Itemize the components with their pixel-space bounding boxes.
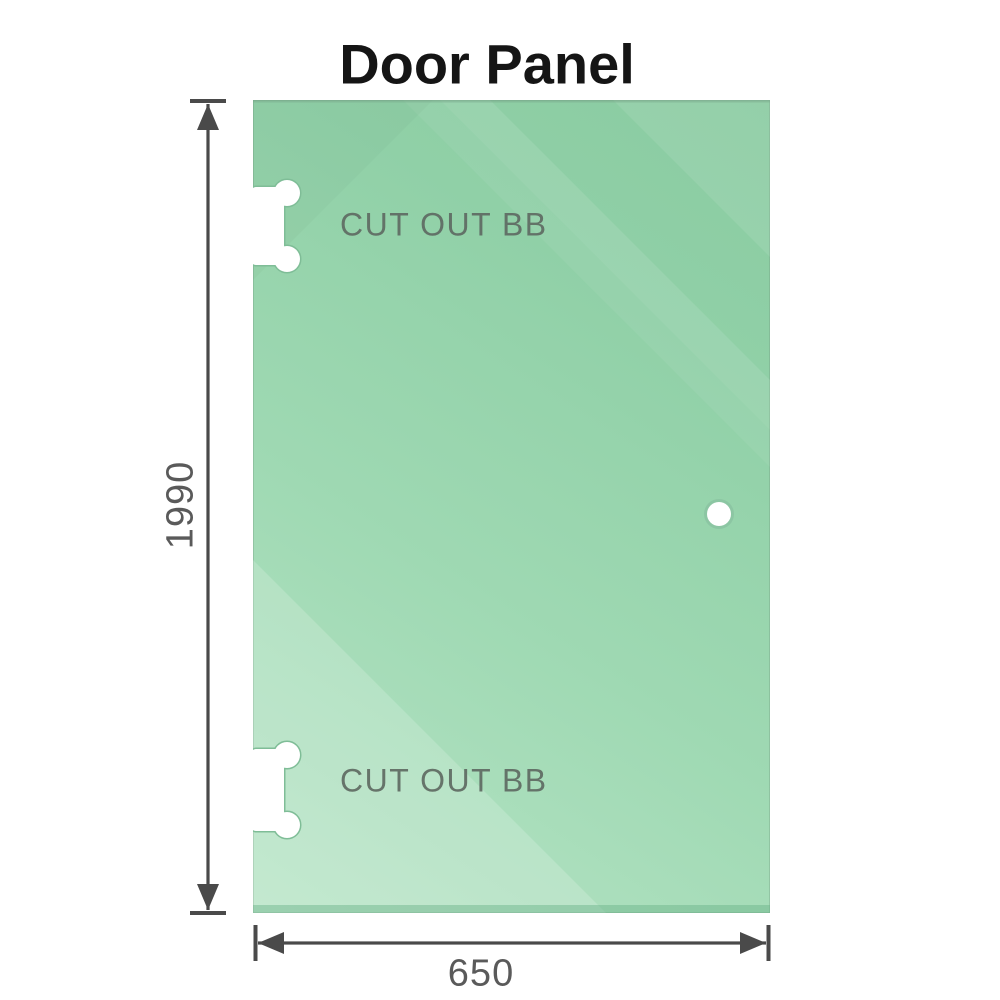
extension-line-bottom [190, 911, 226, 915]
extension-line-left [253, 925, 258, 961]
arrow-down-icon [197, 884, 219, 910]
extension-line-top [190, 99, 226, 103]
width-dimension [253, 925, 771, 961]
cutout-top-label: CUT OUT BB [340, 206, 548, 243]
arrow-left-icon [258, 932, 284, 954]
arrow-up-icon [197, 104, 219, 130]
page-title: Door Panel [339, 32, 635, 96]
glass-surface [253, 100, 770, 913]
height-dimension-label: 1990 [159, 460, 202, 550]
handle-hole [704, 499, 734, 529]
height-dimension [190, 99, 226, 915]
hinge-cutout-top [253, 178, 302, 274]
cutout-bottom-label: CUT OUT BB [340, 762, 548, 799]
glass-panel [253, 100, 770, 913]
arrow-right-icon [740, 932, 766, 954]
width-dimension-line [258, 941, 766, 945]
hinge-cutout-bottom [253, 740, 302, 840]
glass-reflections [253, 100, 770, 913]
extension-line-right [766, 925, 771, 961]
height-dimension-line [206, 104, 210, 910]
width-dimension-label: 650 [447, 952, 515, 995]
